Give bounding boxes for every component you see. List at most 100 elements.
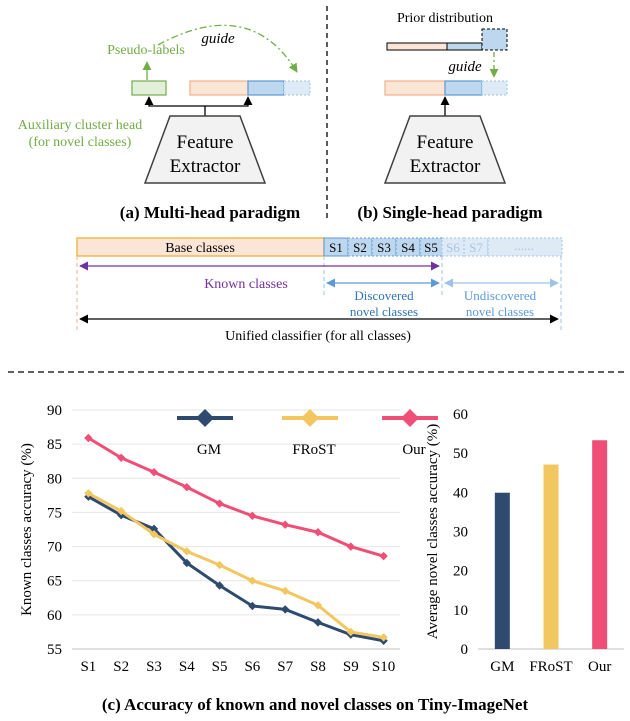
extractor-a-label-2: Extractor <box>170 156 241 177</box>
line-chart-y-tick: 85 <box>47 437 62 453</box>
data-point-our <box>346 542 355 551</box>
series-line-frost <box>87 491 384 639</box>
known-classes-label: Known classes <box>204 277 288 292</box>
bar-chart-y-tick: 20 <box>453 564 468 580</box>
data-point-frost <box>346 627 355 637</box>
line-chart-known-accuracy: 55 60 65 70 75 80 85 90 S1 S2 S3 S4 S5 S6 S7 S8 S9 S10 Kno… <box>19 403 438 675</box>
data-point-frost <box>149 530 159 539</box>
line-chart-y-tick: 55 <box>47 642 62 658</box>
bar-chart-x-tick: FRoST <box>529 659 572 675</box>
line-chart-y-tick: 70 <box>47 540 62 556</box>
data-point-gm <box>182 558 191 568</box>
session-s3-label: S3 <box>377 240 391 255</box>
panel-b-single-head: Prior distribution guide Feature Extract… <box>357 11 542 222</box>
discovered-label-1: Discovered <box>354 288 414 303</box>
data-point-our <box>149 467 159 477</box>
line-chart-x-tick: S8 <box>310 659 326 675</box>
data-point-frost <box>248 576 257 585</box>
data-point-gm <box>313 618 323 627</box>
bar-chart-y-tick: 10 <box>453 603 468 619</box>
extractor-a-label-1: Feature <box>177 132 234 153</box>
line-chart-x-tick: S4 <box>179 659 195 675</box>
aux-cluster-head-box <box>131 80 167 96</box>
extractor-to-head-arrow <box>205 96 253 107</box>
line-chart-x-tick: S10 <box>372 659 395 675</box>
aux-head-label-1: Auxiliary cluster head <box>18 118 142 133</box>
line-chart-x-tick: S3 <box>146 659 162 675</box>
guide-label-b: guide <box>448 59 482 75</box>
head-b-future-segment <box>481 80 508 96</box>
prior-bar-base <box>386 42 448 51</box>
data-point-our <box>84 433 93 443</box>
session-s5-label: S5 <box>424 240 438 255</box>
future-sessions-rest <box>487 237 563 257</box>
session-s2-label: S2 <box>353 240 367 255</box>
data-point-our <box>182 482 191 492</box>
discovered-label-2: novel classes <box>350 304 418 319</box>
line-chart-x-tick: S1 <box>80 659 96 675</box>
future-ellipsis: ...... <box>514 238 534 253</box>
guide-arc-a <box>157 24 298 73</box>
data-point-gm <box>281 605 290 614</box>
data-point-our <box>215 499 224 508</box>
bar-chart-x-tick: GM <box>490 659 514 675</box>
session-s5 <box>419 237 443 257</box>
prior-distribution-label: Prior distribution <box>397 11 493 26</box>
bar-chart-y-tick: 40 <box>453 485 468 501</box>
series-line-our <box>87 436 385 558</box>
session-s6-label: S6 <box>446 240 460 255</box>
caption-a: (a) Multi-head paradigm <box>120 203 300 222</box>
line-chart-y-tick: 75 <box>47 505 62 521</box>
feature-extractor-b <box>383 115 507 184</box>
line-chart-x-tick: S2 <box>113 659 129 675</box>
data-point-our <box>248 511 257 521</box>
session-s1-label: S1 <box>329 240 343 255</box>
data-point-frost <box>117 506 126 516</box>
undiscovered-label-2: novel classes <box>466 304 534 319</box>
line-chart-x-tick: S5 <box>212 659 228 675</box>
legend-marker-our <box>401 409 419 427</box>
line-chart-x-tick: S7 <box>277 659 293 675</box>
line-chart-y-tick: 90 <box>47 403 62 419</box>
bar-chart-novel-accuracy: 0 10 20 30 40 50 60 GM FRoST Our Average novel cla… <box>425 407 624 675</box>
line-chart-y-tick: 65 <box>47 574 62 590</box>
bar-chart-y-tick: 50 <box>453 446 468 462</box>
bar-chart-y-tick: 0 <box>461 642 469 658</box>
legend-label-gm: GM <box>197 442 221 458</box>
session-s4-label: S4 <box>401 240 415 255</box>
head-b-base-segment <box>384 80 446 96</box>
data-point-frost <box>379 633 388 642</box>
head-a-novel-segment <box>247 80 285 96</box>
line-chart-x-tick: S9 <box>343 659 359 675</box>
head-b-novel-segment <box>444 80 483 96</box>
extractor-b-label-2: Extractor <box>410 156 481 177</box>
legend-label-our: Our <box>402 442 425 458</box>
session-s6 <box>441 237 465 257</box>
line-chart-x-tick: S6 <box>244 659 260 675</box>
prior-bar-future <box>481 28 508 51</box>
data-point-frost <box>215 560 224 570</box>
data-point-gm <box>248 601 257 611</box>
legend-label-frost: FRoST <box>292 442 335 458</box>
feature-extractor-a <box>143 115 267 184</box>
bar-our <box>592 440 608 649</box>
extractor-to-aux-arrow <box>144 96 206 116</box>
line-chart-y-label: Known classes accuracy (%) <box>19 443 35 616</box>
data-point-frost <box>182 547 191 556</box>
data-point-our <box>379 551 388 561</box>
data-point-gm <box>149 524 159 534</box>
base-classes-label: Base classes <box>165 241 235 256</box>
data-point-our <box>281 520 290 529</box>
legend-marker-frost <box>301 409 319 427</box>
bar-chart-y-tick: 30 <box>453 525 468 541</box>
bar-frost <box>543 464 559 649</box>
data-point-our <box>117 453 126 462</box>
line-chart-y-tick: 80 <box>47 471 62 487</box>
head-a-future-segment <box>283 80 311 96</box>
guide-label-a: guide <box>201 31 235 47</box>
session-s7-label: S7 <box>469 240 483 255</box>
data-point-frost <box>281 586 290 596</box>
unified-classifier-label: Unified classifier (for all classes) <box>225 329 411 344</box>
caption-c: (c) Accuracy of known and novel classes … <box>102 695 529 714</box>
